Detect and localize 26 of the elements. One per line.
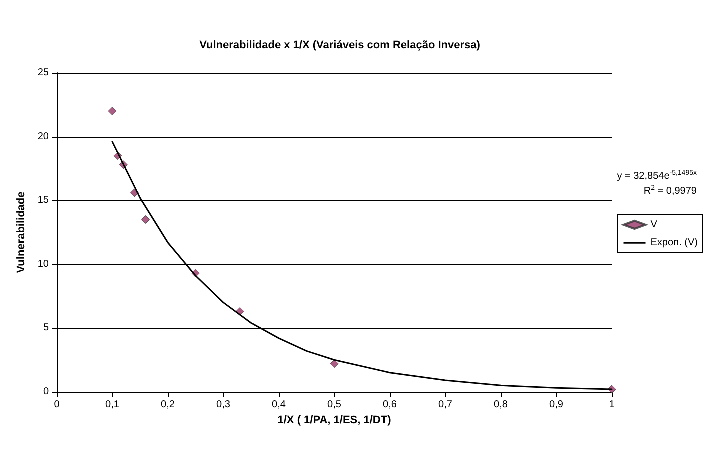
chart-title: Vulnerabilidade x 1/X (Variáveis com Relação Inversa) — [200, 40, 481, 52]
x-tick-label: 0,3 — [216, 400, 231, 410]
x-tick-label: 1 — [609, 400, 616, 410]
point — [142, 215, 150, 224]
x-tick-label: 0,7 — [438, 400, 453, 410]
x-tick-label: 0,1 — [106, 400, 120, 410]
x-axis-title: 1/X ( 1/PA, 1/ES, 1/DT) — [278, 414, 392, 426]
x-tick-label: 0,5 — [328, 400, 342, 410]
point — [130, 188, 139, 198]
x-tick-label: 0,2 — [161, 400, 176, 410]
y-tick-label: 25 — [38, 68, 50, 78]
x-tick-label: 0 — [54, 400, 60, 410]
x-tick-label: 0,6 — [383, 400, 398, 410]
y-tick-label: 20 — [38, 131, 50, 142]
y-tick-label: 15 — [38, 195, 50, 206]
point — [330, 360, 339, 368]
y-tick-label: 5 — [43, 322, 50, 334]
point — [108, 107, 117, 116]
legend-label: Expon. (V) — [650, 238, 698, 248]
y-tick-label: 0 — [43, 386, 50, 398]
x-tick-label: 0,4 — [272, 400, 286, 410]
x-tick-label: 0,9 — [550, 400, 564, 410]
x-tick-label: 0,8 — [494, 400, 508, 410]
y-tick-label: 10 — [38, 258, 50, 270]
legend-label: V — [650, 220, 658, 230]
y-axis-title: Vulnerabilidade — [15, 192, 28, 274]
